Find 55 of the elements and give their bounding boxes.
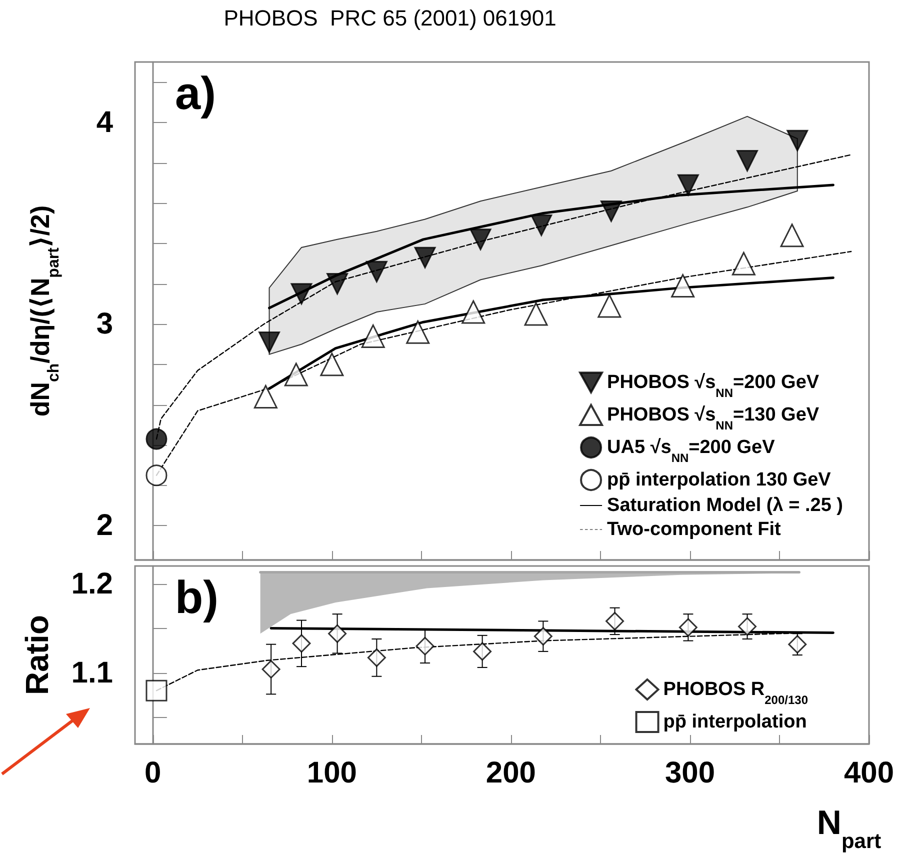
point bbox=[780, 224, 804, 248]
point bbox=[254, 384, 278, 408]
point bbox=[328, 624, 347, 643]
point bbox=[598, 294, 622, 318]
point bbox=[366, 260, 388, 282]
point bbox=[146, 680, 168, 702]
y-tick-label: 3 bbox=[96, 308, 113, 341]
point bbox=[292, 634, 311, 653]
point bbox=[416, 636, 434, 656]
point bbox=[473, 642, 492, 661]
y-tick-label: 1.2 bbox=[71, 567, 113, 600]
x-tick-label: 0 bbox=[144, 756, 162, 790]
y-axis-title: dNch/dη/(⟨Npart⟩/2) bbox=[25, 205, 62, 417]
legend-label: Saturation Model (λ = .25 ) bbox=[607, 495, 844, 516]
y-axis-title: Ratio bbox=[19, 615, 55, 695]
point bbox=[671, 274, 695, 298]
point bbox=[414, 246, 436, 268]
point bbox=[462, 300, 486, 324]
point bbox=[677, 174, 699, 196]
point bbox=[788, 635, 807, 654]
point bbox=[320, 352, 344, 376]
point bbox=[258, 332, 280, 353]
point bbox=[146, 464, 168, 486]
point bbox=[678, 618, 698, 637]
point bbox=[367, 648, 386, 667]
point bbox=[600, 200, 622, 222]
point bbox=[524, 302, 548, 326]
point bbox=[262, 660, 280, 678]
x-tick-label: 400 bbox=[844, 756, 894, 790]
annotation: a) bbox=[175, 67, 216, 119]
legend-label: pp̄ interpolation bbox=[663, 712, 807, 732]
legend-label: Two-component Fit bbox=[607, 519, 782, 540]
point bbox=[361, 324, 385, 348]
point bbox=[786, 130, 808, 152]
point bbox=[736, 150, 758, 172]
point bbox=[146, 428, 168, 450]
y-tick-label: 1.1 bbox=[71, 656, 113, 690]
x-tick-label: 200 bbox=[486, 756, 536, 790]
y-tick-label: 4 bbox=[96, 106, 114, 139]
annotation: b) bbox=[175, 571, 218, 623]
point bbox=[732, 252, 756, 276]
legend-label: pp̄ interpolation 130 GeV bbox=[607, 470, 832, 490]
chart-title: PHOBOS PRC 65 (2001) 061901 bbox=[224, 6, 556, 30]
y-tick-label: 2 bbox=[96, 509, 113, 542]
point bbox=[284, 362, 308, 386]
point bbox=[738, 617, 757, 636]
x-tick-label: 100 bbox=[306, 756, 357, 790]
point bbox=[290, 283, 312, 305]
point bbox=[606, 612, 624, 630]
x-tick-label: 300 bbox=[664, 756, 716, 790]
point bbox=[406, 320, 430, 344]
point bbox=[470, 228, 492, 250]
point bbox=[534, 627, 552, 646]
point bbox=[326, 273, 348, 295]
point bbox=[530, 214, 552, 236]
